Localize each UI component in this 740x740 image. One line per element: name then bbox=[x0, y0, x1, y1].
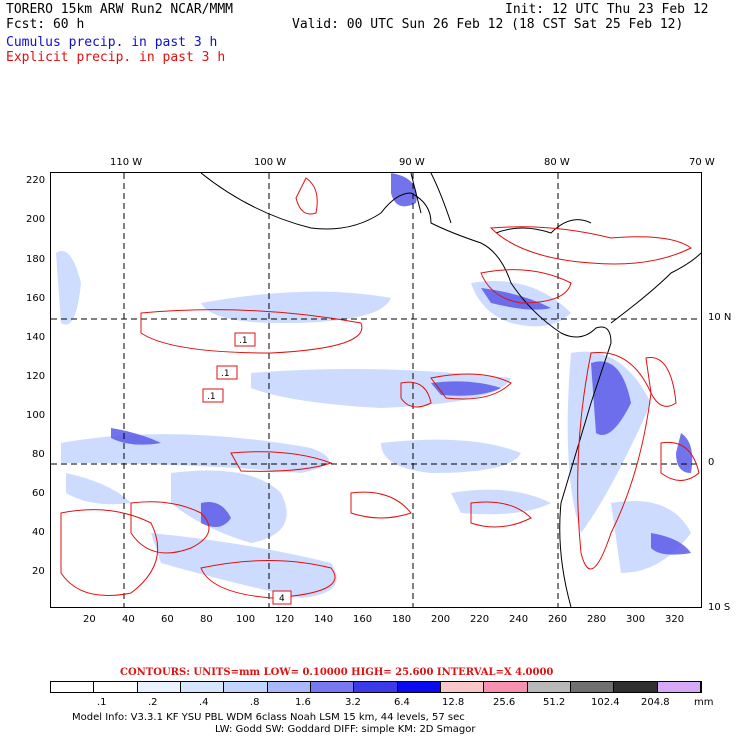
contour-info: CONTOURS: UNITS=mm LOW= 0.10000 HIGH= 25… bbox=[120, 667, 554, 678]
y-grid-label: 80 bbox=[32, 449, 45, 460]
lat-lon-grid bbox=[51, 173, 701, 607]
x-grid-label: 20 bbox=[83, 614, 96, 625]
forecast-hour: Fcst: 60 h bbox=[6, 17, 85, 32]
legend-swatch bbox=[310, 682, 355, 692]
lat-label-10n: 10 N bbox=[708, 312, 732, 323]
legend-label: 3.2 bbox=[345, 697, 361, 708]
legend-label: 102.4 bbox=[591, 697, 620, 708]
contour-label: .1 bbox=[221, 369, 230, 379]
lon-label-80w: 80 W bbox=[544, 157, 570, 168]
legend-swatch bbox=[397, 682, 441, 692]
legend-swatch bbox=[354, 682, 398, 692]
y-grid-label: 20 bbox=[32, 566, 45, 577]
init-time: Init: 12 UTC Thu 23 Feb 12 bbox=[505, 2, 709, 17]
legend-unit: mm bbox=[694, 697, 714, 708]
y-grid-label: 120 bbox=[26, 371, 46, 382]
legend-swatch bbox=[224, 682, 268, 692]
legend-swatch bbox=[484, 682, 528, 692]
legend-label: .8 bbox=[250, 697, 260, 708]
legend-swatch bbox=[180, 682, 225, 692]
legend-swatch bbox=[137, 682, 181, 692]
legend-label: .2 bbox=[148, 697, 158, 708]
legend-swatch bbox=[440, 682, 485, 692]
x-grid-label: 140 bbox=[314, 614, 334, 625]
x-grid-label: 320 bbox=[665, 614, 685, 625]
x-grid-label: 240 bbox=[509, 614, 529, 625]
precip-legend bbox=[50, 681, 702, 693]
x-grid-label: 40 bbox=[122, 614, 135, 625]
y-grid-label: 100 bbox=[26, 410, 46, 421]
x-grid-label: 160 bbox=[353, 614, 373, 625]
legend-label: 12.8 bbox=[442, 697, 465, 708]
cumulus-precip-core bbox=[111, 173, 693, 555]
legend-swatch bbox=[51, 682, 95, 692]
contour-label-box bbox=[202, 388, 224, 403]
precipitation-map[interactable]: .1 .1 .1 4 bbox=[50, 172, 702, 608]
contour-label-box bbox=[216, 365, 238, 380]
x-grid-label: 280 bbox=[587, 614, 607, 625]
legend-label: 6.4 bbox=[394, 697, 410, 708]
legend-swatch bbox=[657, 682, 701, 692]
explicit-precip-label: Explicit precip. in past 3 h bbox=[6, 50, 226, 65]
legend-swatch bbox=[267, 682, 311, 692]
legend-label: .1 bbox=[97, 697, 107, 708]
x-grid-label: 100 bbox=[236, 614, 256, 625]
lon-label-90w: 90 W bbox=[399, 157, 425, 168]
y-grid-label: 220 bbox=[26, 175, 46, 186]
lat-label-0: 0 bbox=[708, 457, 715, 468]
contour-label: .1 bbox=[239, 336, 248, 346]
x-grid-label: 200 bbox=[431, 614, 451, 625]
x-grid-label: 220 bbox=[470, 614, 490, 625]
legend-swatch bbox=[94, 682, 138, 692]
explicit-precip-contours bbox=[60, 177, 700, 599]
model-info-line2: LW: Godd SW: Goddard DIFF: simple KM: 2D… bbox=[215, 724, 476, 735]
cumulus-precip-label: Cumulus precip. in past 3 h bbox=[6, 35, 218, 50]
x-grid-label: 80 bbox=[200, 614, 213, 625]
legend-label: 25.6 bbox=[493, 697, 516, 708]
x-grid-label: 180 bbox=[392, 614, 412, 625]
x-grid-label: 60 bbox=[161, 614, 174, 625]
lon-label-110w: 110 W bbox=[110, 157, 143, 168]
map-canvas: .1 .1 .1 4 bbox=[51, 173, 701, 607]
x-grid-label: 300 bbox=[626, 614, 646, 625]
x-grid-label: 120 bbox=[275, 614, 295, 625]
model-run-title: TORERO 15km ARW Run2 NCAR/MMM bbox=[6, 2, 233, 17]
y-grid-label: 200 bbox=[26, 214, 46, 225]
contour-label-box bbox=[234, 332, 256, 347]
legend-label: .4 bbox=[199, 697, 209, 708]
lon-label-100w: 100 W bbox=[254, 157, 287, 168]
y-grid-label: 180 bbox=[26, 254, 46, 265]
contour-label-box bbox=[272, 590, 292, 605]
contour-label: .1 bbox=[207, 392, 216, 402]
contour-label: 4 bbox=[279, 594, 285, 604]
legend-swatch bbox=[527, 682, 571, 692]
legend-swatch bbox=[570, 682, 615, 692]
y-grid-label: 60 bbox=[32, 488, 45, 499]
y-grid-label: 160 bbox=[26, 293, 46, 304]
model-info-line1: Model Info: V3.3.1 KF YSU PBL WDM 6class… bbox=[72, 712, 465, 723]
legend-swatches bbox=[50, 681, 702, 693]
y-grid-label: 40 bbox=[32, 527, 45, 538]
lat-label-10s: 10 S bbox=[708, 602, 731, 613]
legend-label: 1.6 bbox=[295, 697, 311, 708]
legend-swatch bbox=[614, 682, 658, 692]
coastlines bbox=[200, 173, 701, 607]
y-grid-label: 140 bbox=[26, 332, 46, 343]
lon-label-70w: 70 W bbox=[689, 157, 715, 168]
x-grid-label: 260 bbox=[548, 614, 568, 625]
contour-label-group: .1 .1 .1 4 bbox=[202, 332, 292, 605]
legend-label: 51.2 bbox=[543, 697, 566, 708]
legend-label: 204.8 bbox=[641, 697, 670, 708]
valid-time: Valid: 00 UTC Sun 26 Feb 12 (18 CST Sat … bbox=[292, 17, 684, 32]
